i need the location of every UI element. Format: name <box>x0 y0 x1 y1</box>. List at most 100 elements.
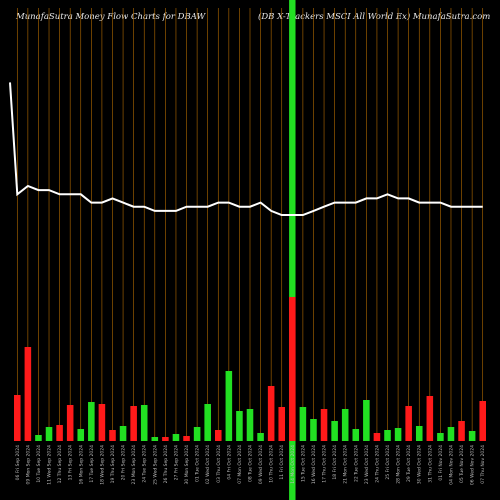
x-axis-label: 24 Thu Oct 2024 <box>374 445 380 483</box>
x-axis-label: 25 Wed Sep 2024 <box>152 445 158 485</box>
x-axis-label: 31 Thu Oct 2024 <box>427 445 433 483</box>
x-axis-label: 25 Fri Oct 2024 <box>385 445 391 480</box>
x-axis-label: 26 Thu Sep 2024 <box>163 445 169 484</box>
x-axis-label: 13 Fri Sep 2024 <box>68 445 74 480</box>
x-axis-label: 16 Wed Oct 2024 <box>311 445 317 484</box>
x-axis-label: 03 Thu Oct 2024 <box>216 445 222 483</box>
volume-bar <box>363 400 370 441</box>
grid-lines <box>16 8 484 441</box>
volume-bars <box>14 297 486 441</box>
x-axis-label: 14 Mon Oct 2024 <box>290 445 296 484</box>
x-axis-label: 30 Mon Sep 2024 <box>184 445 190 485</box>
x-axis-label: 04 Fri Oct 2024 <box>226 445 232 480</box>
volume-bar <box>468 431 476 441</box>
x-axis-label: 06 Fri Sep 2024 <box>15 445 21 480</box>
x-axis-label: 29 Tue Oct 2024 <box>406 445 412 482</box>
volume-bar <box>437 433 444 441</box>
volume-bar <box>56 425 63 441</box>
x-axis-label: 22 Tue Oct 2024 <box>353 445 359 482</box>
volume-bar <box>66 405 74 441</box>
volume-bar <box>14 395 21 441</box>
x-axis-label: 24 Tue Sep 2024 <box>142 445 148 483</box>
x-axis-label: 09 Mon Sep 2024 <box>25 445 31 485</box>
x-axis-label: 18 Fri Oct 2024 <box>332 445 338 480</box>
x-axis-label: 16 Mon Sep 2024 <box>78 445 84 485</box>
volume-bar <box>341 409 349 441</box>
volume-bar <box>415 426 423 441</box>
volume-bar <box>299 407 307 441</box>
x-axis-label: 17 Tue Sep 2024 <box>89 445 95 483</box>
volume-bar <box>426 396 434 441</box>
volume-bar <box>214 430 222 441</box>
volume-bar <box>88 402 95 441</box>
volume-bar <box>77 429 85 441</box>
x-axis-label: 20 Fri Sep 2024 <box>121 445 127 480</box>
volume-bar <box>35 435 42 441</box>
volume-bar <box>458 421 465 441</box>
x-axis-label: 07 Thu Nov 2024 <box>480 445 486 484</box>
x-axis-label: 18 Wed Sep 2024 <box>99 445 105 485</box>
volume-bar <box>479 401 486 441</box>
volume-bar <box>352 429 360 441</box>
volume-bar <box>310 419 317 441</box>
volume-bar <box>140 405 148 441</box>
volume-bar <box>236 411 243 441</box>
x-axis-label: 06 Wed Nov 2024 <box>470 445 476 485</box>
x-axis-label: 12 Thu Sep 2024 <box>57 445 63 484</box>
volume-bar <box>204 404 211 441</box>
volume-bar <box>394 428 402 441</box>
volume-bar <box>45 427 53 441</box>
volume-bar <box>24 347 32 441</box>
x-axis-label: 28 Mon Oct 2024 <box>396 445 402 484</box>
x-axis-label: 17 Thu Oct 2024 <box>322 445 328 483</box>
x-axis-labels: 06 Fri Sep 2024 09 Mon Sep 2024 10 Tue Sep… <box>15 445 486 485</box>
volume-bar <box>119 426 127 441</box>
volume-bar <box>447 427 455 441</box>
volume-bar <box>373 433 381 441</box>
x-axis-label: 21 Mon Oct 2024 <box>343 445 349 484</box>
x-axis-label: 11 Fri Oct 2024 <box>279 445 285 480</box>
x-axis-label: 23 Wed Oct 2024 <box>364 445 370 484</box>
x-axis-label: 01 Tue Oct 2024 <box>195 445 201 482</box>
price-line-layer <box>9 82 483 216</box>
x-axis-label: 30 Wed Oct 2024 <box>417 445 423 484</box>
volume-bar <box>172 434 180 441</box>
volume-bar <box>162 437 169 441</box>
x-axis-label: 10 Tue Sep 2024 <box>36 445 42 483</box>
x-axis-label: 09 Wed Oct 2024 <box>258 445 264 484</box>
volume-bar <box>278 407 286 441</box>
volume-bar <box>331 421 338 441</box>
x-axis-label: 10 Thu Oct 2024 <box>269 445 275 483</box>
volume-bar <box>225 371 233 441</box>
volume-bar <box>405 406 412 441</box>
volume-bar <box>320 409 328 441</box>
volume-bar <box>246 409 254 441</box>
volume-bar <box>193 427 201 441</box>
volume-bar <box>109 430 116 441</box>
price-line <box>9 82 483 216</box>
volume-bar <box>183 436 190 441</box>
x-axis-label: 04 Mon Nov 2024 <box>448 445 454 485</box>
volume-bar <box>151 437 159 441</box>
volume-bar <box>267 386 275 441</box>
x-axis-label: 27 Fri Sep 2024 <box>173 445 179 480</box>
volume-bar <box>98 404 106 441</box>
x-axis-label: 07 Mon Oct 2024 <box>237 445 243 484</box>
volume-bar <box>289 297 296 441</box>
highlight-bar-layer <box>289 0 296 500</box>
highlight-bar <box>289 0 296 500</box>
x-axis-label: 05 Tue Nov 2024 <box>459 445 465 483</box>
volume-bar <box>257 433 264 441</box>
x-axis-label: 19 Thu Sep 2024 <box>110 445 116 484</box>
chart-subtitle: (DB X-Trackers MSCI All World Ex) Munafa… <box>258 12 491 22</box>
x-axis-label: 15 Tue Oct 2024 <box>300 445 306 482</box>
x-axis-label: 11 Wed Sep 2024 <box>47 445 53 485</box>
x-axis-label: 01 Fri Nov 2024 <box>438 445 444 481</box>
chart-title: MunafaSutra Money Flow Charts for DBAW <box>16 12 206 22</box>
x-axis-label: 02 Wed Oct 2024 <box>205 445 211 484</box>
volume-bar <box>384 430 391 441</box>
x-axis-label: 23 Mon Sep 2024 <box>131 445 137 485</box>
volume-bar <box>130 406 137 441</box>
x-axis-label: 08 Tue Oct 2024 <box>248 445 254 482</box>
